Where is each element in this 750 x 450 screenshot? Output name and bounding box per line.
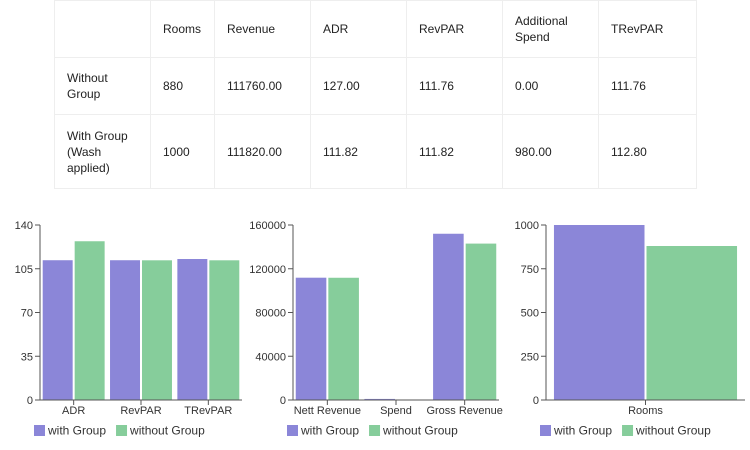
chart-1-y-tick-label: 80000 [255,308,286,320]
chart-2-y-tick-label: 1000 [515,220,539,232]
chart-1-legend-label: with Group [300,424,359,438]
chart-0-legend-label: with Group [47,424,106,438]
table-cell: 0.00 [502,57,599,115]
table-cell: 980.00 [502,114,599,189]
chart-1-x-tick-label: Nett Revenue [294,405,361,417]
table-header-cell: TRevPAR [598,0,697,58]
table-row: With Group (Wash applied) 1000 111820.00… [54,114,697,189]
chart-0-y-tick-label: 35 [21,351,33,363]
table-cell: 111.76 [406,57,503,115]
chart-0-y-tick-label: 140 [15,220,33,232]
chart-1-y-tick-label: 160000 [249,220,286,232]
table-cell: With Group (Wash applied) [54,114,151,189]
chart-1-x-tick-label: Spend [380,405,412,417]
comparison-table: Rooms Revenue ADR RevPAR Additional Spen… [54,0,697,189]
chart-1-bar [433,233,464,400]
chart-0-x-tick-label: ADR [62,405,85,417]
chart-0-bar [110,260,140,400]
chart-0-x-tick-label: TRevPAR [184,405,232,417]
table-header-cell: RevPAR [406,0,503,58]
chart-1-bar [328,277,359,400]
table-header-cell: ADR [310,0,407,58]
table-cell: 111.76 [598,57,697,115]
table-header-cell [54,0,151,58]
table-header-row: Rooms Revenue ADR RevPAR Additional Spen… [54,0,697,58]
chart-0-bar [177,259,208,400]
chart-2-y-tick-label: 0 [533,395,539,407]
chart-0-bar [42,260,73,400]
chart-1-y-tick-label: 0 [280,395,286,407]
chart-1-legend-label: without Group [382,424,458,438]
chart-2-legend-swatch [622,425,634,436]
chart-1-bar [295,277,327,400]
table-cell: 880 [150,57,215,115]
chart-1-bar [364,398,395,400]
chart-2-bar [553,225,645,400]
chart-1-y-tick-label: 120000 [249,264,286,276]
chart-0-bar [142,260,172,400]
chart-1-legend-swatch [287,425,298,436]
chart-0-legend-swatch [34,425,45,436]
chart-2-legend-label: with Group [553,424,612,438]
table-cell: 111820.00 [214,114,311,189]
chart-2-y-tick-label: 250 [521,351,539,363]
table-header-cell: Rooms [150,0,215,58]
chart-2-bar [646,246,738,400]
table-cell: 127.00 [310,57,407,115]
chart-0-bar [74,241,105,400]
chart-0-legend-swatch [116,425,128,436]
chart-2-legend-swatch [540,425,551,436]
chart-2-legend-label: without Group [635,424,711,438]
chart-2-x-tick-label: Rooms [628,405,663,417]
chart-1-y-tick-label: 40000 [255,351,286,363]
chart-1-legend-swatch [369,425,381,436]
chart-2-y-tick-label: 500 [521,308,539,320]
chart-0-bar [209,260,240,400]
chart-0-y-tick-label: 105 [15,264,33,276]
table-cell: 112.80 [598,114,697,189]
table-header-cell: Additional Spend [502,0,599,58]
table-cell: 111760.00 [214,57,311,115]
table-cell: 111.82 [310,114,407,189]
table-row: Without Group 880 111760.00 127.00 111.7… [54,57,697,115]
chart-2-y-tick-label: 750 [521,264,539,276]
table-cell: 1000 [150,114,215,189]
chart-0-y-tick-label: 0 [27,395,33,407]
chart-0-legend-label: without Group [129,424,205,438]
chart-0-y-tick-label: 70 [21,308,33,320]
table-header-cell: Revenue [214,0,311,58]
chart-0-x-tick-label: RevPAR [120,405,161,417]
table-cell: Without Group [54,57,151,115]
chart-1-x-tick-label: Gross Revenue [426,405,502,417]
chart-1-bar [465,243,497,400]
table-cell: 111.82 [406,114,503,189]
